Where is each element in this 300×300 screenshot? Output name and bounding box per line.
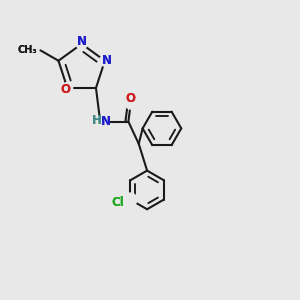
Text: CH₃: CH₃	[17, 45, 37, 55]
Circle shape	[76, 38, 87, 49]
Circle shape	[62, 82, 73, 93]
Text: O: O	[126, 92, 136, 105]
Text: N: N	[100, 115, 110, 128]
Text: N: N	[76, 35, 87, 48]
Text: CH₃: CH₃	[17, 45, 37, 55]
Text: Cl: Cl	[111, 196, 124, 209]
Text: N: N	[102, 54, 112, 67]
Text: N: N	[76, 35, 87, 48]
Text: O: O	[60, 83, 70, 96]
Text: O: O	[60, 83, 70, 96]
Text: H: H	[92, 114, 101, 127]
Text: Cl: Cl	[111, 196, 124, 209]
Circle shape	[124, 193, 137, 206]
Circle shape	[95, 116, 106, 127]
Circle shape	[125, 98, 136, 109]
Text: O: O	[126, 92, 136, 105]
Text: N: N	[100, 115, 110, 128]
Text: N: N	[102, 54, 112, 67]
Text: H: H	[92, 114, 101, 127]
Circle shape	[100, 56, 110, 66]
